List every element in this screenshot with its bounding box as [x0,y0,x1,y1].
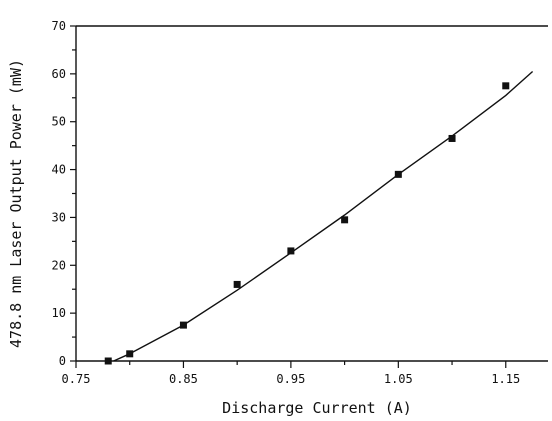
x-tick-label: 0.95 [276,372,305,386]
data-point [287,247,295,255]
y-tick-label: 60 [52,67,66,81]
y-tick-label: 20 [52,258,66,272]
chart-axes [75,25,548,362]
y-axis-title: 478.8 nm Laser Output Power (mW) [7,59,25,348]
y-tick-label: 40 [52,163,66,177]
x-axis-title: Discharge Current (A) [222,399,412,417]
data-point [502,82,510,90]
chart-ticks: 0.75 0.85 0.95 1.05 1.15 0 10 20 30 40 50 60 70 [52,19,521,386]
x-tick-label: 0.85 [169,372,198,386]
y-tick-label: 50 [52,115,66,129]
data-point [448,134,456,142]
chart-marks [104,70,534,365]
y-tick-label: 70 [52,19,66,33]
fit-curve [113,70,534,362]
x-tick-label: 1.05 [384,372,413,386]
data-point [126,350,134,358]
data-point [179,321,187,329]
data-point [233,280,241,288]
y-tick-label: 10 [52,306,66,320]
x-tick-label: 0.75 [62,372,91,386]
data-point [104,357,112,365]
y-tick-label: 30 [52,210,66,224]
x-tick-label: 1.15 [491,372,520,386]
data-point [394,170,402,178]
data-point [341,216,349,224]
y-tick-label: 0 [59,354,66,368]
